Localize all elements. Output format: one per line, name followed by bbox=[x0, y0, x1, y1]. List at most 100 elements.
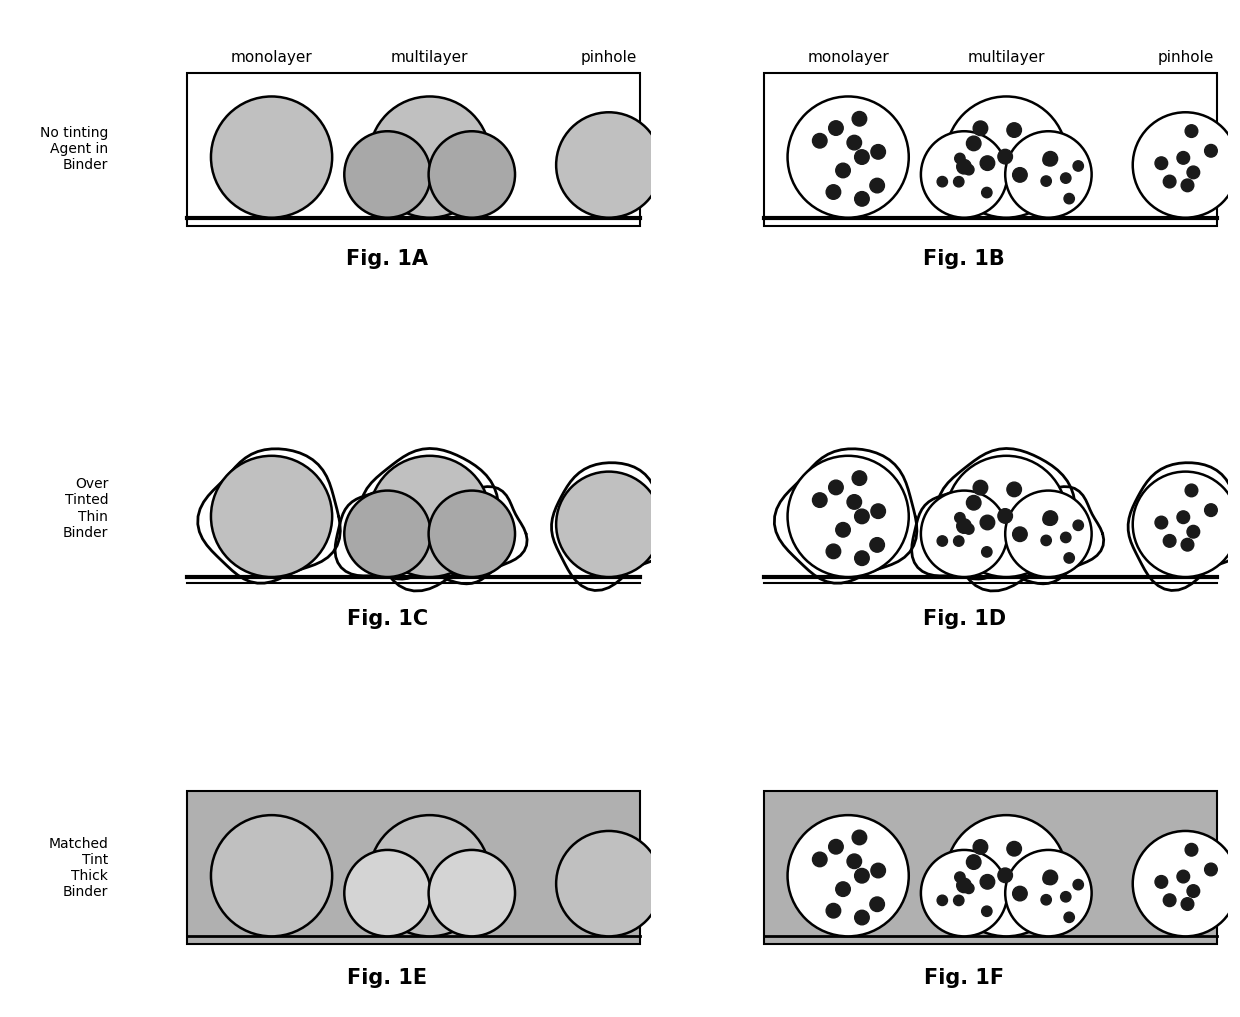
Circle shape bbox=[211, 816, 332, 937]
Circle shape bbox=[998, 149, 1012, 164]
Circle shape bbox=[1187, 526, 1199, 538]
Circle shape bbox=[852, 471, 867, 485]
Circle shape bbox=[870, 863, 885, 878]
Circle shape bbox=[345, 490, 430, 577]
Circle shape bbox=[1013, 168, 1027, 182]
Circle shape bbox=[854, 191, 869, 206]
Circle shape bbox=[429, 131, 515, 218]
Circle shape bbox=[980, 875, 994, 889]
Circle shape bbox=[1204, 863, 1218, 876]
Circle shape bbox=[1043, 515, 1053, 525]
Circle shape bbox=[847, 135, 862, 149]
Circle shape bbox=[1064, 193, 1074, 203]
Circle shape bbox=[973, 840, 988, 854]
Circle shape bbox=[1132, 472, 1238, 577]
Circle shape bbox=[852, 112, 867, 126]
Text: multilayer: multilayer bbox=[967, 50, 1045, 65]
Circle shape bbox=[973, 480, 988, 495]
Circle shape bbox=[852, 830, 867, 845]
Circle shape bbox=[1182, 538, 1194, 551]
Circle shape bbox=[1064, 553, 1074, 563]
Circle shape bbox=[1073, 520, 1084, 531]
Circle shape bbox=[826, 903, 841, 918]
Circle shape bbox=[1154, 876, 1168, 888]
Text: Fig. 1A: Fig. 1A bbox=[346, 249, 429, 270]
Circle shape bbox=[836, 163, 851, 178]
Circle shape bbox=[870, 538, 884, 552]
Circle shape bbox=[955, 154, 965, 164]
Bar bbox=[187, 73, 641, 226]
Bar bbox=[764, 73, 1216, 226]
Circle shape bbox=[870, 178, 884, 193]
Text: multilayer: multilayer bbox=[391, 50, 469, 65]
Circle shape bbox=[954, 895, 963, 905]
Circle shape bbox=[787, 97, 909, 218]
Circle shape bbox=[1073, 161, 1084, 171]
Circle shape bbox=[812, 133, 827, 148]
Circle shape bbox=[854, 869, 869, 883]
Text: pinhole: pinhole bbox=[580, 50, 637, 65]
Circle shape bbox=[847, 854, 862, 869]
Circle shape bbox=[946, 456, 1066, 577]
Circle shape bbox=[556, 112, 662, 218]
Circle shape bbox=[1006, 850, 1091, 937]
Circle shape bbox=[955, 872, 965, 883]
Circle shape bbox=[963, 165, 973, 175]
Circle shape bbox=[429, 850, 515, 937]
Circle shape bbox=[1163, 894, 1176, 906]
Text: Matched
Tint
Thick
Binder: Matched Tint Thick Binder bbox=[48, 837, 108, 899]
Circle shape bbox=[1154, 157, 1168, 170]
Circle shape bbox=[1187, 166, 1199, 179]
Circle shape bbox=[1060, 892, 1071, 902]
Circle shape bbox=[954, 177, 963, 187]
Circle shape bbox=[946, 816, 1066, 937]
Circle shape bbox=[345, 850, 430, 937]
Circle shape bbox=[921, 131, 1007, 218]
Circle shape bbox=[826, 185, 841, 199]
Circle shape bbox=[1040, 535, 1052, 545]
Circle shape bbox=[1007, 123, 1022, 137]
Circle shape bbox=[1182, 179, 1194, 191]
Circle shape bbox=[854, 149, 869, 165]
Text: monolayer: monolayer bbox=[807, 50, 889, 65]
Circle shape bbox=[1163, 535, 1176, 547]
Circle shape bbox=[1073, 880, 1084, 890]
Circle shape bbox=[870, 144, 885, 159]
Circle shape bbox=[1040, 895, 1052, 905]
Circle shape bbox=[1060, 173, 1071, 183]
Circle shape bbox=[870, 503, 885, 519]
Bar bbox=[764, 791, 1216, 944]
Circle shape bbox=[1064, 912, 1074, 922]
Circle shape bbox=[957, 878, 971, 893]
Circle shape bbox=[921, 490, 1007, 577]
Text: Fig. 1D: Fig. 1D bbox=[923, 608, 1006, 629]
Circle shape bbox=[828, 121, 843, 135]
Circle shape bbox=[1006, 131, 1091, 218]
Circle shape bbox=[1013, 886, 1027, 901]
Text: Fig. 1C: Fig. 1C bbox=[347, 608, 428, 629]
Circle shape bbox=[370, 816, 490, 937]
Circle shape bbox=[854, 551, 869, 565]
Circle shape bbox=[1007, 482, 1022, 496]
Circle shape bbox=[1132, 831, 1238, 937]
Circle shape bbox=[1185, 484, 1198, 496]
Circle shape bbox=[836, 523, 851, 537]
Circle shape bbox=[1177, 152, 1189, 164]
Circle shape bbox=[812, 852, 827, 866]
Circle shape bbox=[1185, 125, 1198, 137]
Circle shape bbox=[1132, 112, 1238, 218]
Circle shape bbox=[937, 895, 947, 905]
Circle shape bbox=[1060, 532, 1071, 543]
Circle shape bbox=[847, 494, 862, 510]
Circle shape bbox=[982, 547, 992, 557]
Circle shape bbox=[787, 456, 909, 577]
Circle shape bbox=[955, 513, 965, 523]
Circle shape bbox=[870, 897, 884, 911]
Circle shape bbox=[1043, 874, 1053, 884]
Circle shape bbox=[982, 906, 992, 916]
Circle shape bbox=[957, 160, 971, 174]
Circle shape bbox=[1177, 511, 1189, 524]
Circle shape bbox=[1185, 843, 1198, 856]
Circle shape bbox=[982, 187, 992, 197]
Circle shape bbox=[1204, 144, 1218, 157]
